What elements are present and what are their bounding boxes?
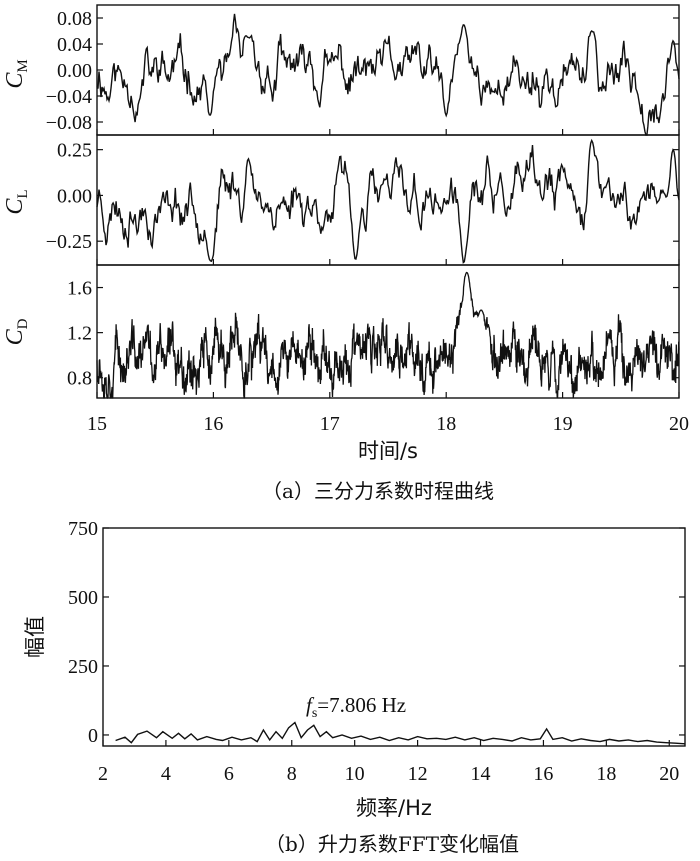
fs-annotation: fs=7.806 Hz xyxy=(306,693,406,721)
fft-panel: 0 250 500 750 2 4 6 8 10 12 14 16 18 20 幅值 频率/Hz fs=… xyxy=(23,518,686,820)
cl-panel: −0.25 0.00 0.25 CL xyxy=(2,134,680,266)
cl-series-line xyxy=(96,138,680,264)
fft-xtick-label: 4 xyxy=(161,763,171,785)
cd-ylabel-sub: D xyxy=(15,318,31,329)
time-xtick-label: 19 xyxy=(553,413,573,435)
cm-ylabel-sub: M xyxy=(15,59,31,72)
fft-ytick-label: 0 xyxy=(88,725,98,747)
cd-ytick-label: 1.6 xyxy=(67,278,92,300)
cd-ytick-label: 0.8 xyxy=(67,368,92,390)
cl-ytick-label: −0.25 xyxy=(46,231,92,253)
time-xtick-label: 18 xyxy=(436,413,456,435)
fft-xtick-label: 2 xyxy=(98,763,108,785)
time-xtick-label: 15 xyxy=(87,413,107,435)
cm-ytick-label: 0.00 xyxy=(57,60,92,82)
time-xtick-label: 17 xyxy=(320,413,340,435)
cd-ylabel: CD xyxy=(2,318,31,345)
cm-ylabel: CM xyxy=(2,59,31,88)
cl-ylabel-main: C xyxy=(2,198,28,215)
caption-a: （a）三分力系数时程曲线 xyxy=(262,479,494,503)
cm-plot-frame xyxy=(96,4,680,136)
fft-xtick-label: 6 xyxy=(224,763,234,785)
cd-panel: 0.8 1.2 1.6 15 16 17 18 19 20 CD 时间/s xyxy=(2,264,689,463)
fft-series-line xyxy=(115,721,686,745)
cl-ytick-label: 0.00 xyxy=(57,185,92,207)
caption-b: （b）升力系数FFT变化幅值 xyxy=(265,832,519,856)
cm-ytick-label: −0.04 xyxy=(46,86,92,108)
fft-plot-frame xyxy=(102,527,686,747)
fft-ytick-label: 750 xyxy=(68,518,98,540)
fft-xtick-label: 18 xyxy=(596,763,616,785)
cm-ylabel-main: C xyxy=(2,72,28,89)
cd-series-line xyxy=(96,271,680,399)
cm-panel: −0.08 −0.04 0.00 0.04 0.08 CM xyxy=(2,4,680,136)
time-xtick-label: 20 xyxy=(669,413,689,435)
cm-ytick-label: 0.08 xyxy=(57,8,92,30)
cl-ytick-label: 0.25 xyxy=(57,140,92,162)
fft-xtick-label: 8 xyxy=(287,763,297,785)
fft-ytick-label: 250 xyxy=(68,656,98,678)
cm-series-line xyxy=(96,13,680,136)
cd-ytick-label: 1.2 xyxy=(67,323,92,345)
fft-xtick-label: 16 xyxy=(533,763,553,785)
cm-ytick-label: −0.08 xyxy=(46,112,92,134)
time-xtick-label: 16 xyxy=(203,413,223,435)
cl-plot-frame xyxy=(96,134,680,266)
fft-xtick-label: 10 xyxy=(345,763,365,785)
fs-symbol: f xyxy=(306,693,315,717)
cd-plot-frame xyxy=(96,264,680,399)
fs-value: =7.806 Hz xyxy=(317,693,406,717)
freq-xlabel: 频率/Hz xyxy=(356,796,432,820)
fft-xtick-label: 12 xyxy=(408,763,428,785)
cd-ylabel-main: C xyxy=(2,328,28,345)
fft-xtick-label: 20 xyxy=(659,763,679,785)
time-xlabel: 时间/s xyxy=(358,439,418,463)
fft-ytick-label: 500 xyxy=(68,587,98,609)
fft-xtick-label: 14 xyxy=(471,763,491,785)
fs-subscript: s xyxy=(312,706,317,721)
fft-ylabel: 幅值 xyxy=(23,616,47,658)
cl-ylabel: CL xyxy=(2,189,31,214)
cm-ytick-label: 0.04 xyxy=(57,34,92,56)
cl-ylabel-sub: L xyxy=(15,189,31,198)
